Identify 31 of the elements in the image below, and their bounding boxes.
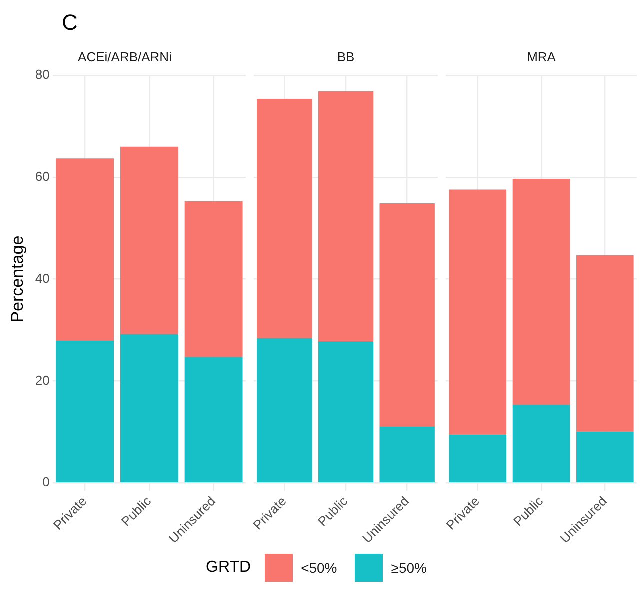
legend-label: ≥50% (391, 560, 427, 576)
bar (56, 158, 114, 341)
legend-label: <50% (301, 560, 338, 576)
bar (380, 427, 435, 482)
bar (257, 338, 312, 482)
y-tick-label: 40 (35, 270, 50, 286)
bar (512, 405, 570, 482)
y-tick-label: 60 (35, 169, 50, 184)
bar (184, 357, 243, 482)
y-tick-label: 20 (35, 372, 50, 388)
bar (318, 341, 374, 482)
bar (318, 91, 374, 342)
text: C (62, 10, 78, 36)
bar (56, 340, 114, 482)
bar (120, 146, 178, 334)
y-tick-label: 80 (35, 67, 50, 82)
bar (576, 432, 634, 482)
chart-title: MRA (527, 49, 556, 64)
bar (120, 334, 178, 482)
bar (512, 178, 570, 406)
bar (380, 203, 435, 428)
y-tick-label: 0 (42, 474, 50, 490)
bar (449, 190, 506, 435)
chart-title: BB (337, 49, 355, 64)
y-axis-title: Percentage (8, 236, 27, 323)
bar (184, 201, 243, 358)
bar (257, 99, 312, 338)
legend-title: GRTD (206, 559, 252, 577)
bar (449, 434, 506, 482)
chart-title: ACEi/ARB/ARNi (78, 49, 172, 64)
bar (576, 255, 634, 432)
